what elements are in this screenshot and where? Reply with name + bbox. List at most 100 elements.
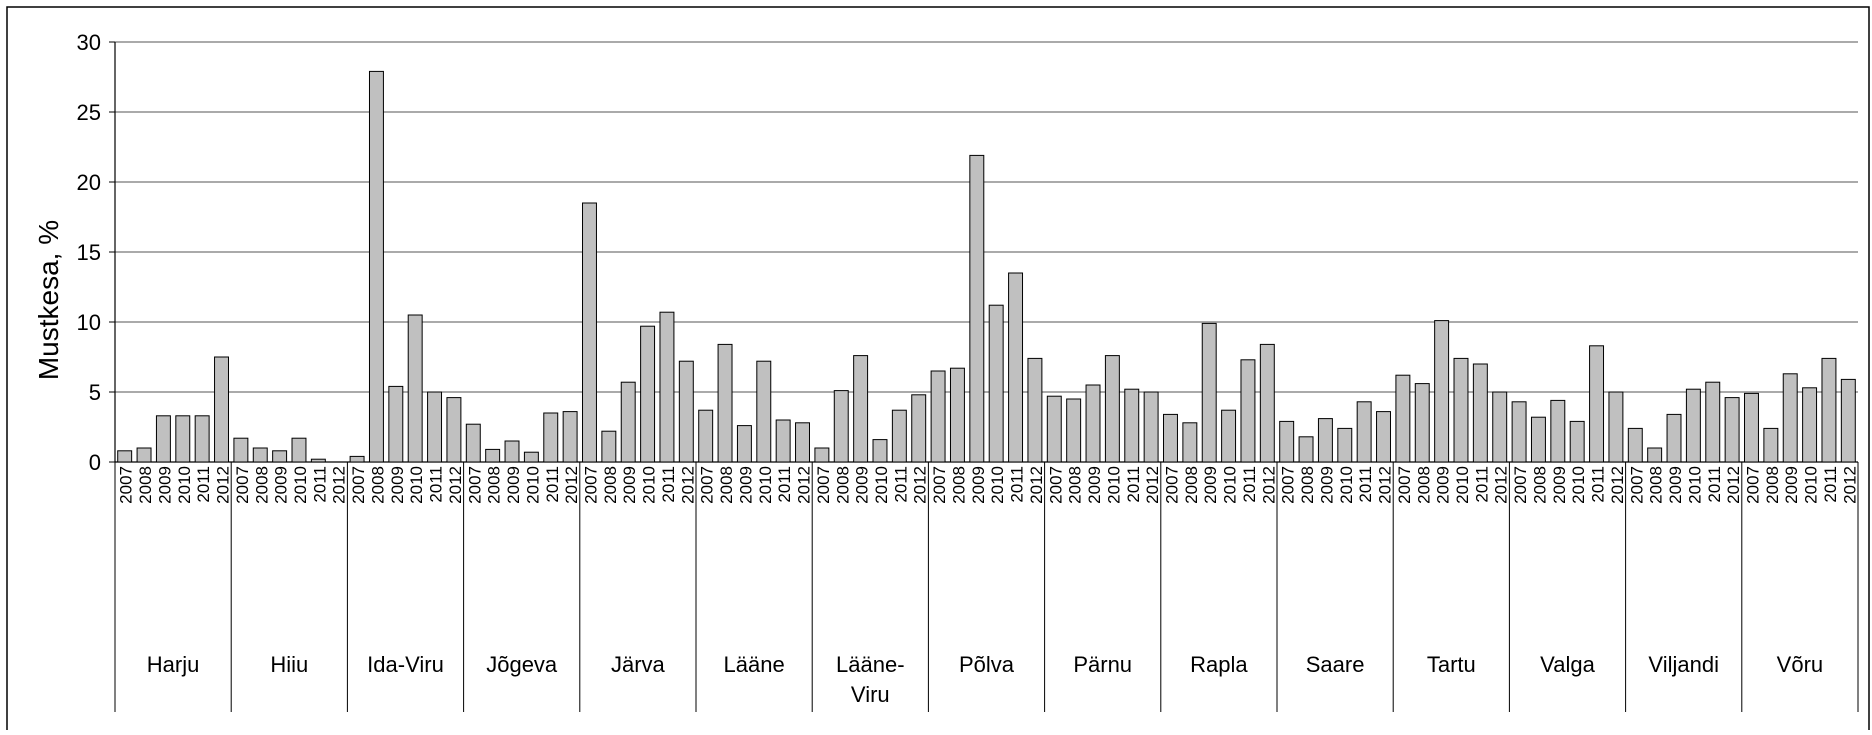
bar-saare-2007 <box>1279 420 1295 463</box>
x-tick-year-label: 2010 <box>1337 466 1356 504</box>
x-tick-year-label: 2010 <box>1569 466 1588 504</box>
bar-p-lva-2009 <box>969 154 985 463</box>
bar-l-ne-2010 <box>756 360 772 463</box>
x-tick-year-label: 2009 <box>620 466 639 504</box>
x-tick-year-label: 2009 <box>504 466 523 504</box>
x-tick-year-label: 2012 <box>1492 466 1511 504</box>
bar-j-geva-2011 <box>543 412 559 463</box>
x-category-label: Hiiu <box>270 652 308 677</box>
bar-l-ne-viru-2009 <box>853 355 869 463</box>
x-tick-year-label: 2011 <box>427 466 446 503</box>
bar-valga-2009 <box>1550 399 1566 463</box>
bar-p-lva-2010 <box>988 304 1004 463</box>
y-tick-label: 5 <box>89 380 101 405</box>
bar-hiiu-2009 <box>272 450 288 463</box>
x-tick-year-label: 2011 <box>1008 466 1027 503</box>
bar-j-geva-2008 <box>485 448 501 463</box>
bar-l-ne-2008 <box>717 343 733 463</box>
x-tick-year-label: 2008 <box>601 466 620 504</box>
x-tick-year-label: 2010 <box>1685 466 1704 504</box>
bar-rapla-2008 <box>1182 422 1198 463</box>
bar-v-ru-2010 <box>1802 387 1818 463</box>
bar-hiiu-2008 <box>252 447 268 463</box>
x-tick-year-label: 2008 <box>1414 466 1433 504</box>
x-tick-year-label: 2008 <box>949 466 968 504</box>
y-tick-label: 30 <box>77 30 101 55</box>
bar-valga-2008 <box>1530 416 1546 463</box>
x-tick-year-label: 2010 <box>988 466 1007 504</box>
x-tick-year-label: 2012 <box>1376 466 1395 504</box>
x-tick-year-label: 2008 <box>252 466 271 504</box>
bar-harju-2007 <box>117 450 133 463</box>
bar-v-ru-2008 <box>1763 427 1779 463</box>
x-tick-year-label: 2012 <box>1724 466 1743 504</box>
x-tick-year-label: 2012 <box>1259 466 1278 504</box>
x-tick-year-label: 2011 <box>659 466 678 503</box>
bar-rapla-2007 <box>1163 413 1178 463</box>
bar-tartu-2011 <box>1472 363 1488 463</box>
x-tick-year-label: 2008 <box>1530 466 1549 504</box>
bar-l-ne-viru-2008 <box>833 390 849 463</box>
x-tick-year-label: 2009 <box>272 466 291 504</box>
x-tick-year-label: 2010 <box>291 466 310 504</box>
bar-valga-2007 <box>1511 401 1527 463</box>
x-tick-year-label: 2008 <box>1298 466 1317 504</box>
y-tick-label: 20 <box>77 170 101 195</box>
x-category-label: Võru <box>1777 652 1823 677</box>
x-tick-year-label: 2007 <box>814 466 833 504</box>
x-tick-year-label: 2012 <box>1608 466 1627 504</box>
y-tick-label: 25 <box>77 100 101 125</box>
x-category-label: Jõgeva <box>486 652 558 677</box>
x-tick-year-label: 2007 <box>698 466 717 504</box>
x-tick-year-label: 2009 <box>1317 466 1336 504</box>
bar-viljandi-2010 <box>1685 388 1701 463</box>
bar-l-ne-viru-2010 <box>872 439 888 463</box>
x-category-label: Valga <box>1540 652 1595 677</box>
x-category-label: Pärnu <box>1073 652 1132 677</box>
x-tick-year-label: 2012 <box>911 466 930 504</box>
bar-harju-2008 <box>136 447 152 463</box>
bar-p-rnu-2009 <box>1085 384 1101 463</box>
x-tick-year-label: 2012 <box>446 466 465 504</box>
bar-p-rnu-2008 <box>1066 398 1082 463</box>
bar-j-geva-2012 <box>562 411 578 463</box>
bar-v-ru-2009 <box>1782 373 1798 463</box>
y-axis-label: Mustkesa, % <box>33 220 64 380</box>
x-tick-year-label: 2007 <box>930 466 949 504</box>
bar-viljandi-2007 <box>1627 427 1643 463</box>
x-tick-year-label: 2008 <box>833 466 852 504</box>
x-tick-year-label: 2009 <box>853 466 872 504</box>
x-tick-year-label: 2007 <box>1046 466 1065 504</box>
bar-hiiu-2007 <box>233 437 249 463</box>
bar-saare-2011 <box>1356 401 1372 463</box>
bar-l-ne-viru-2007 <box>814 447 830 463</box>
x-tick-year-label: 2012 <box>1027 466 1046 504</box>
bar-valga-2012 <box>1608 391 1624 463</box>
bar-rapla-2009 <box>1201 322 1217 463</box>
bar-harju-2010 <box>175 415 191 463</box>
y-tick-label: 15 <box>77 240 101 265</box>
x-category-label: Rapla <box>1190 652 1248 677</box>
bar-tartu-2009 <box>1434 320 1450 463</box>
x-tick-year-label: 2011 <box>1472 466 1491 503</box>
bar-tartu-2007 <box>1395 374 1411 463</box>
x-category-label: Harju <box>147 652 200 677</box>
bars <box>117 70 1856 463</box>
bar-viljandi-2009 <box>1666 413 1682 463</box>
bar-harju-2009 <box>155 415 171 463</box>
x-tick-year-label: 2008 <box>1066 466 1085 504</box>
x-tick-year-label: 2007 <box>1279 466 1298 504</box>
x-tick-year-label: 2011 <box>1821 466 1840 503</box>
bar-viljandi-2011 <box>1705 381 1721 463</box>
x-tick-year-label: 2010 <box>175 466 194 504</box>
x-category-label: Lääne <box>724 652 785 677</box>
x-tick-year-label: 2011 <box>1356 466 1375 503</box>
x-tick-year-label: 2011 <box>310 466 329 503</box>
bar-ida-viru-2011 <box>427 391 443 463</box>
x-tick-year-label: 2009 <box>1550 466 1569 504</box>
bar-p-rnu-2010 <box>1104 355 1120 463</box>
bar-ida-viru-2007 <box>349 455 365 463</box>
x-tick-year-label: 2008 <box>717 466 736 504</box>
